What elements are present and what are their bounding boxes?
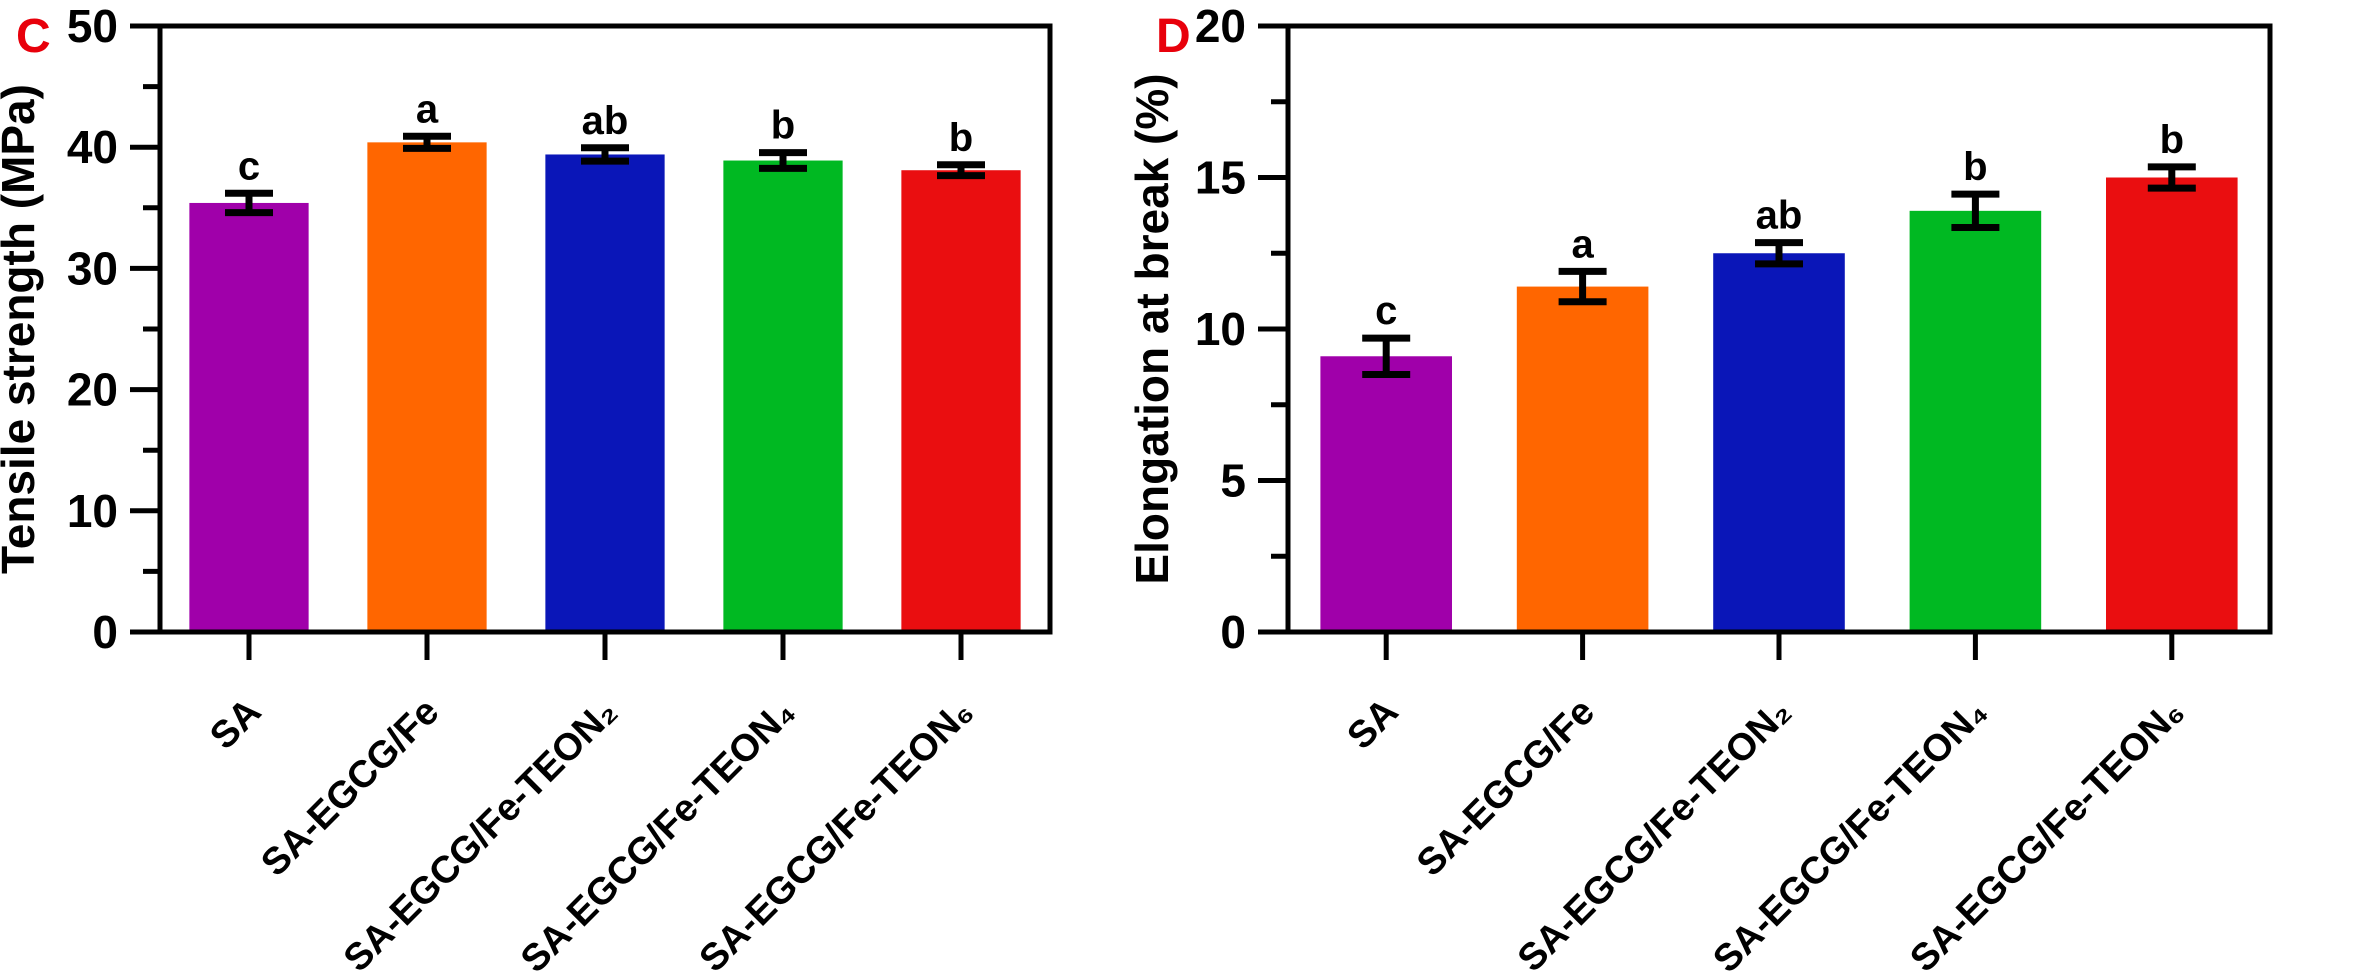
plot-frame: [157, 23, 1053, 635]
y-tick-label: 0: [1220, 606, 1246, 658]
sig-letter: b: [949, 116, 973, 160]
bar-SA-EGCG/Fe-TEON₂: [1713, 253, 1845, 632]
x-category-label: SA: [202, 691, 269, 758]
y-tick-label: 20: [1195, 0, 1246, 52]
sig-letter: a: [416, 87, 439, 131]
y-tick-label: 30: [67, 242, 118, 294]
y-axis-label: Elongation at break (%): [1130, 73, 1178, 584]
panel-c-tensile-strength: C Tensile strength (MPa) 0 10 20 30 40 50 c SA a SA…: [0, 0, 1130, 975]
bar-SA-EGCG/Fe-TEON₄: [1909, 210, 2042, 632]
sig-letter: b: [771, 104, 795, 148]
sig-letter: c: [1375, 289, 1397, 333]
x-category-label: SA-EGCG/Fe: [1409, 691, 1603, 885]
bar-SA-EGCG/Fe-TEON₆: [901, 170, 1021, 632]
y-tick-label: 0: [92, 606, 118, 658]
sig-letter: ab: [1756, 194, 1803, 238]
tensile-strength-chart: C Tensile strength (MPa) 0 10 20 30 40 50 c SA a SA…: [0, 0, 1053, 975]
bar-SA-EGCG/Fe-TEON₂: [545, 154, 665, 633]
y-tick-label: 10: [67, 485, 118, 537]
bar-SA-EGCG/Fe-TEON₄: [723, 160, 843, 633]
panel-d-elongation-at-break: D Elongation at break (%) 0 5 10 15 20 c SA a SA-E…: [1130, 0, 2366, 975]
y-tick-label: 10: [1195, 303, 1246, 355]
sig-letter: ab: [582, 99, 629, 143]
elongation-at-break-chart: D Elongation at break (%) 0 5 10 15 20 c SA a SA-E…: [1130, 0, 2273, 975]
plot-frame: [1285, 23, 2273, 635]
bar-SA: [189, 202, 309, 632]
y-tick-label: 15: [1195, 152, 1246, 204]
panel-label: D: [1156, 10, 1191, 63]
sig-letter: a: [1571, 222, 1594, 266]
y-tick-label: 40: [67, 121, 118, 173]
bar-SA: [1320, 356, 1452, 632]
y-tick-label: 20: [67, 364, 118, 416]
sig-letter: c: [238, 144, 260, 188]
sig-letter: b: [2160, 118, 2184, 162]
y-tick-label: 50: [67, 0, 118, 52]
y-tick-label: 5: [1220, 455, 1246, 507]
x-category-label: SA-EGCG/Fe: [253, 691, 447, 885]
bar-SA-EGCG/Fe: [1516, 286, 1649, 632]
bar-SA-EGCG/Fe-TEON₆: [2106, 177, 2238, 632]
panel-label: C: [16, 10, 51, 63]
sig-letter: b: [1963, 145, 1987, 189]
y-axis-label: Tensile strength (MPa): [0, 84, 44, 574]
x-category-label: SA: [1340, 691, 1407, 758]
bar-SA-EGCG/Fe: [367, 142, 487, 633]
